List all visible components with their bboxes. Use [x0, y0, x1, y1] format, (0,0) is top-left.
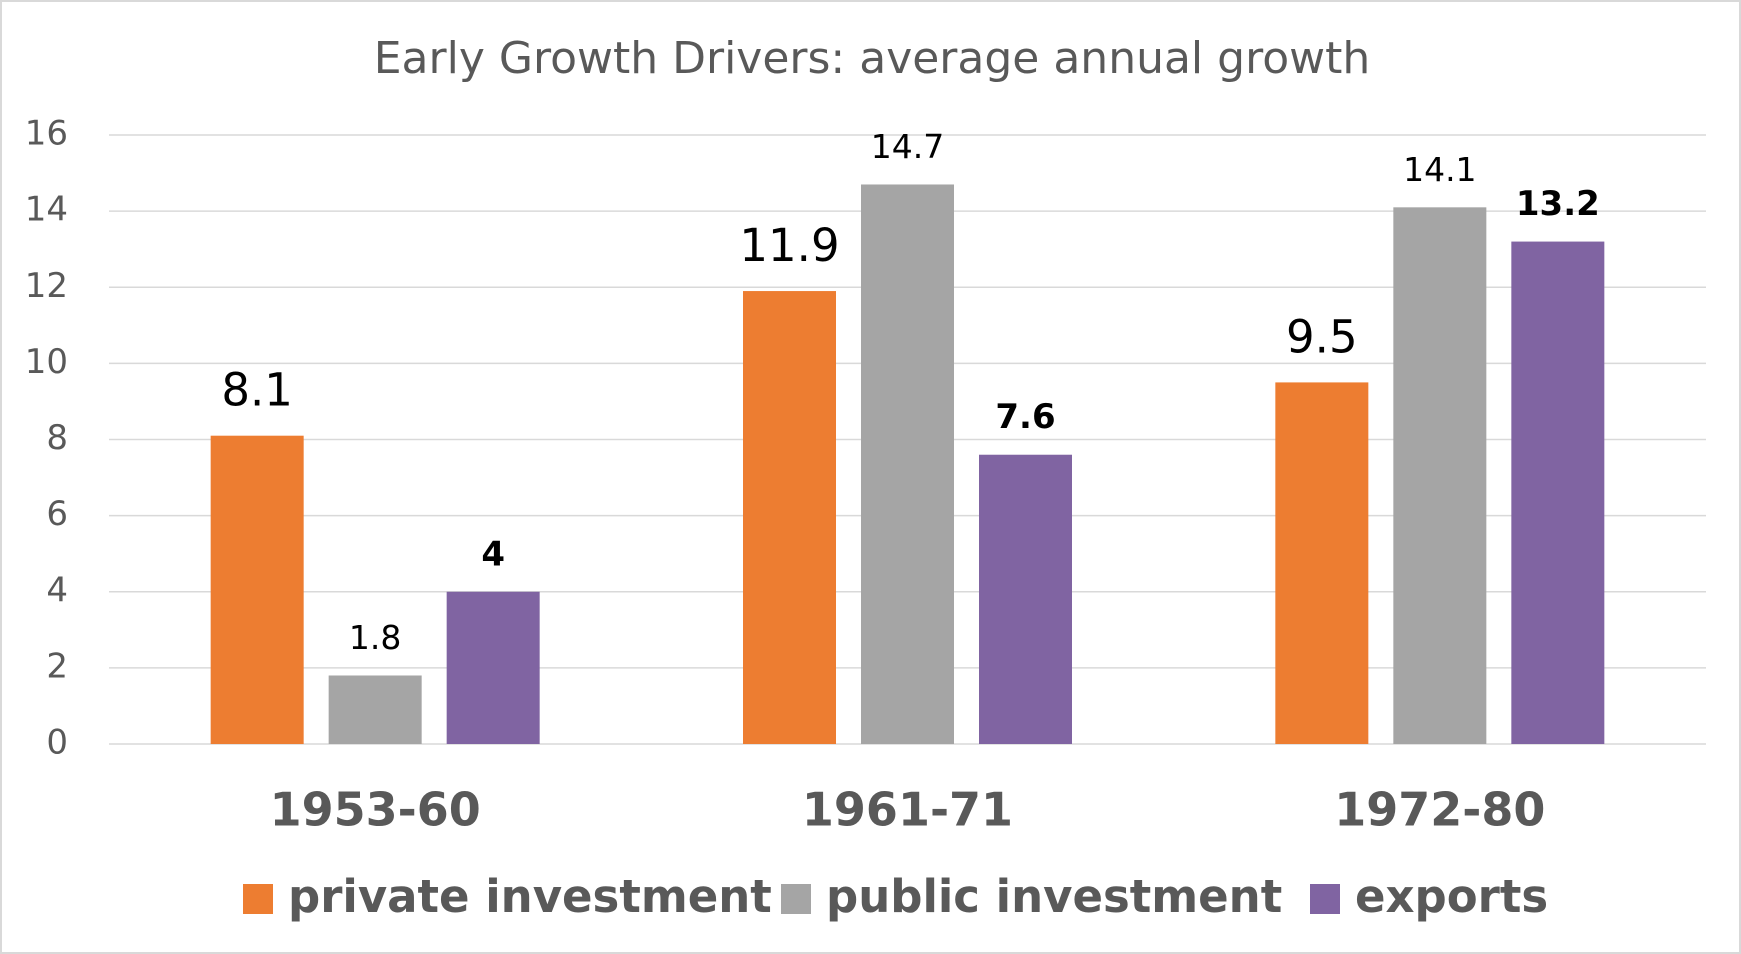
data-label: 14.1 — [1403, 150, 1476, 189]
legend-swatch — [1310, 884, 1340, 914]
data-label: 14.7 — [871, 127, 944, 166]
bar — [743, 291, 836, 744]
data-label: 9.5 — [1286, 310, 1358, 363]
y-tick-label: 8 — [46, 418, 68, 458]
legend-label: public investment — [826, 870, 1282, 923]
y-tick-label: 16 — [25, 114, 68, 154]
legend-label: exports — [1355, 870, 1548, 923]
bar — [861, 184, 954, 744]
x-tick-label: 1972-80 — [1334, 783, 1545, 837]
y-tick-label: 6 — [46, 494, 68, 534]
y-tick-label: 14 — [25, 190, 68, 230]
data-label: 13.2 — [1516, 184, 1600, 224]
legend-label: private investment — [288, 870, 772, 923]
data-label: 4 — [481, 534, 505, 574]
legend-swatch — [243, 884, 273, 914]
chart-title: Early Growth Drivers: average annual gro… — [374, 33, 1371, 84]
bar — [210, 435, 304, 744]
y-tick-label: 12 — [25, 266, 68, 306]
bar — [1511, 241, 1605, 744]
x-tick-label: 1953-60 — [270, 783, 481, 837]
y-tick-label: 4 — [46, 570, 68, 610]
bar — [328, 675, 422, 744]
data-label: 1.8 — [349, 618, 401, 657]
bar — [1275, 382, 1369, 744]
data-label: 11.9 — [739, 219, 839, 272]
bar — [1393, 207, 1487, 745]
x-tick-label: 1961-71 — [802, 783, 1013, 837]
data-label: 7.6 — [995, 397, 1055, 437]
y-tick-label: 10 — [25, 342, 68, 382]
bar — [446, 591, 540, 744]
y-tick-label: 2 — [46, 646, 68, 686]
legend-swatch — [781, 884, 811, 914]
data-label: 8.1 — [221, 364, 293, 417]
y-tick-label: 0 — [46, 723, 68, 763]
bar — [979, 454, 1072, 744]
